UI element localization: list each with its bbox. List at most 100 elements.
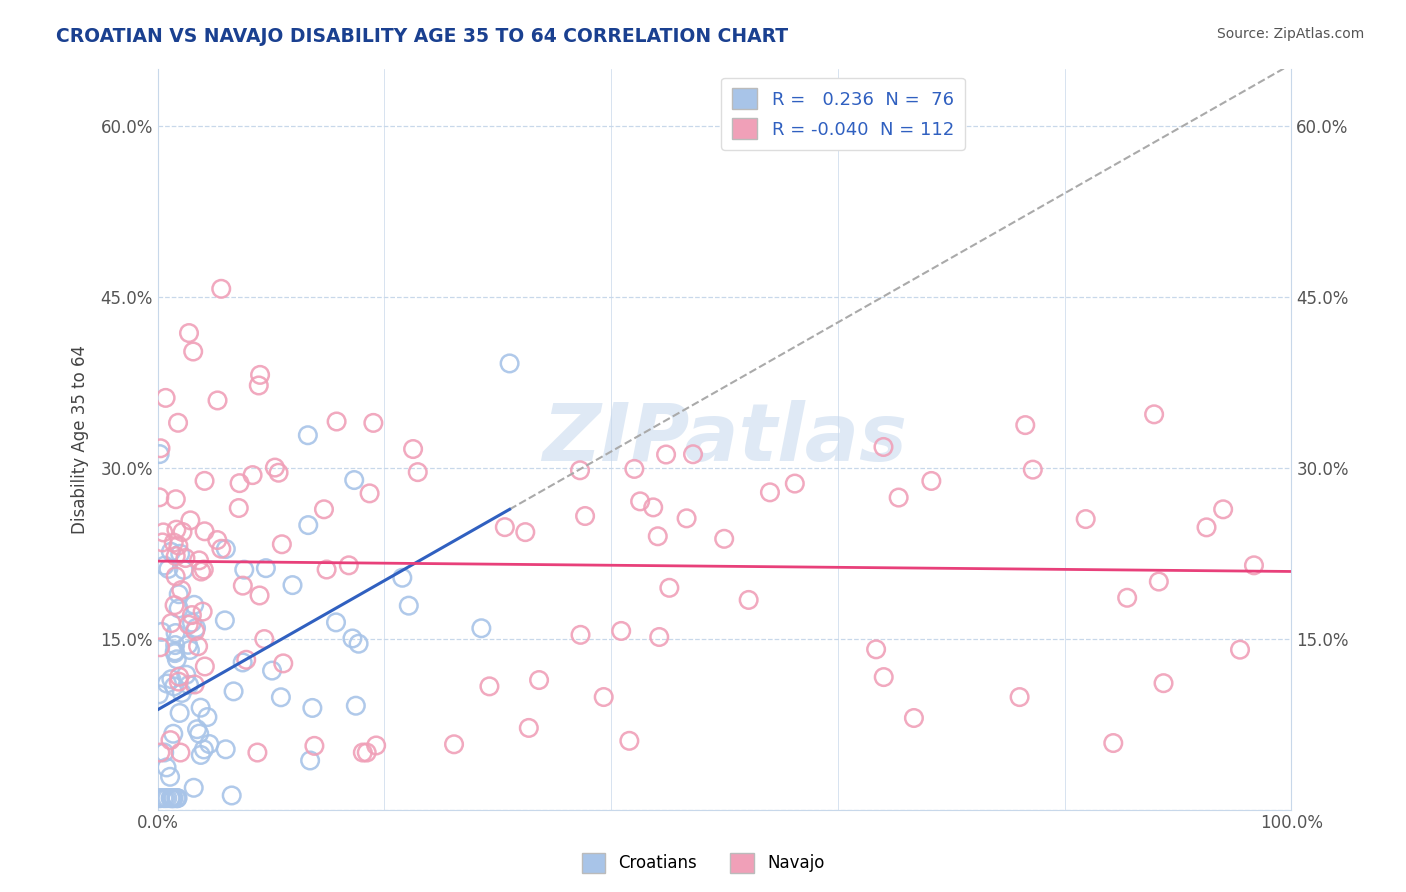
Point <box>592 690 614 704</box>
Point <box>190 700 212 714</box>
Point <box>478 679 501 693</box>
Point <box>270 537 292 551</box>
Point <box>344 698 367 713</box>
Point <box>643 500 665 515</box>
Point <box>215 541 238 556</box>
Point <box>297 428 319 442</box>
Point <box>658 581 681 595</box>
Point <box>527 673 550 687</box>
Point <box>675 511 697 525</box>
Point <box>166 791 188 805</box>
Point <box>574 509 596 524</box>
Point <box>610 624 633 638</box>
Point <box>222 684 245 698</box>
Point <box>515 525 537 540</box>
Point <box>498 356 520 370</box>
Point <box>169 547 191 561</box>
Point <box>647 529 669 543</box>
Point <box>713 532 735 546</box>
Point <box>1074 512 1097 526</box>
Point <box>177 617 200 632</box>
Text: Source: ZipAtlas.com: Source: ZipAtlas.com <box>1216 27 1364 41</box>
Point <box>165 549 187 563</box>
Point <box>188 553 211 567</box>
Point <box>149 442 172 456</box>
Point <box>366 739 388 753</box>
Point <box>247 378 270 392</box>
Point <box>166 652 188 666</box>
Point <box>260 664 283 678</box>
Point <box>865 642 887 657</box>
Point <box>163 598 186 612</box>
Point <box>181 615 204 630</box>
Legend: R =   0.236  N =  76, R = -0.040  N = 112: R = 0.236 N = 76, R = -0.040 N = 112 <box>721 78 965 150</box>
Point <box>152 535 174 549</box>
Point <box>165 492 187 507</box>
Point <box>174 667 197 681</box>
Point <box>655 448 678 462</box>
Point <box>249 589 271 603</box>
Point <box>193 474 215 488</box>
Point <box>169 706 191 720</box>
Point <box>264 460 287 475</box>
Point <box>198 737 221 751</box>
Point <box>315 562 337 576</box>
Point <box>152 525 174 540</box>
Point <box>281 578 304 592</box>
Point <box>150 624 173 639</box>
Point <box>312 502 335 516</box>
Point <box>188 726 211 740</box>
Point <box>228 476 250 491</box>
Point <box>363 416 385 430</box>
Point <box>1212 502 1234 516</box>
Point <box>167 670 190 684</box>
Point <box>347 637 370 651</box>
Point <box>193 563 215 577</box>
Point <box>1147 574 1170 589</box>
Point <box>242 468 264 483</box>
Point <box>1143 407 1166 421</box>
Point <box>156 676 179 690</box>
Point <box>194 659 217 673</box>
Point <box>148 687 170 701</box>
Point <box>209 282 232 296</box>
Point <box>569 628 592 642</box>
Point <box>214 614 236 628</box>
Point <box>148 491 170 505</box>
Point <box>207 393 229 408</box>
Point <box>235 653 257 667</box>
Point <box>628 494 651 508</box>
Point <box>183 677 205 691</box>
Point <box>167 587 190 601</box>
Point <box>569 463 592 477</box>
Point <box>648 630 671 644</box>
Point <box>759 485 782 500</box>
Point <box>325 415 347 429</box>
Point <box>517 721 540 735</box>
Point <box>872 440 894 454</box>
Point <box>184 621 207 635</box>
Point <box>165 523 187 537</box>
Point <box>162 791 184 805</box>
Point <box>299 754 322 768</box>
Point <box>183 598 205 612</box>
Point <box>177 326 200 340</box>
Point <box>149 640 172 655</box>
Point <box>156 791 179 805</box>
Point <box>249 368 271 382</box>
Point <box>167 674 190 689</box>
Point <box>232 579 254 593</box>
Point <box>737 593 759 607</box>
Point <box>149 746 172 760</box>
Point <box>190 747 212 762</box>
Point <box>197 710 219 724</box>
Point <box>153 558 176 573</box>
Point <box>267 466 290 480</box>
Point <box>149 791 172 805</box>
Legend: Croatians, Navajo: Croatians, Navajo <box>575 847 831 880</box>
Point <box>443 737 465 751</box>
Point <box>207 533 229 547</box>
Point <box>903 711 925 725</box>
Point <box>155 391 177 405</box>
Point <box>1008 690 1031 704</box>
